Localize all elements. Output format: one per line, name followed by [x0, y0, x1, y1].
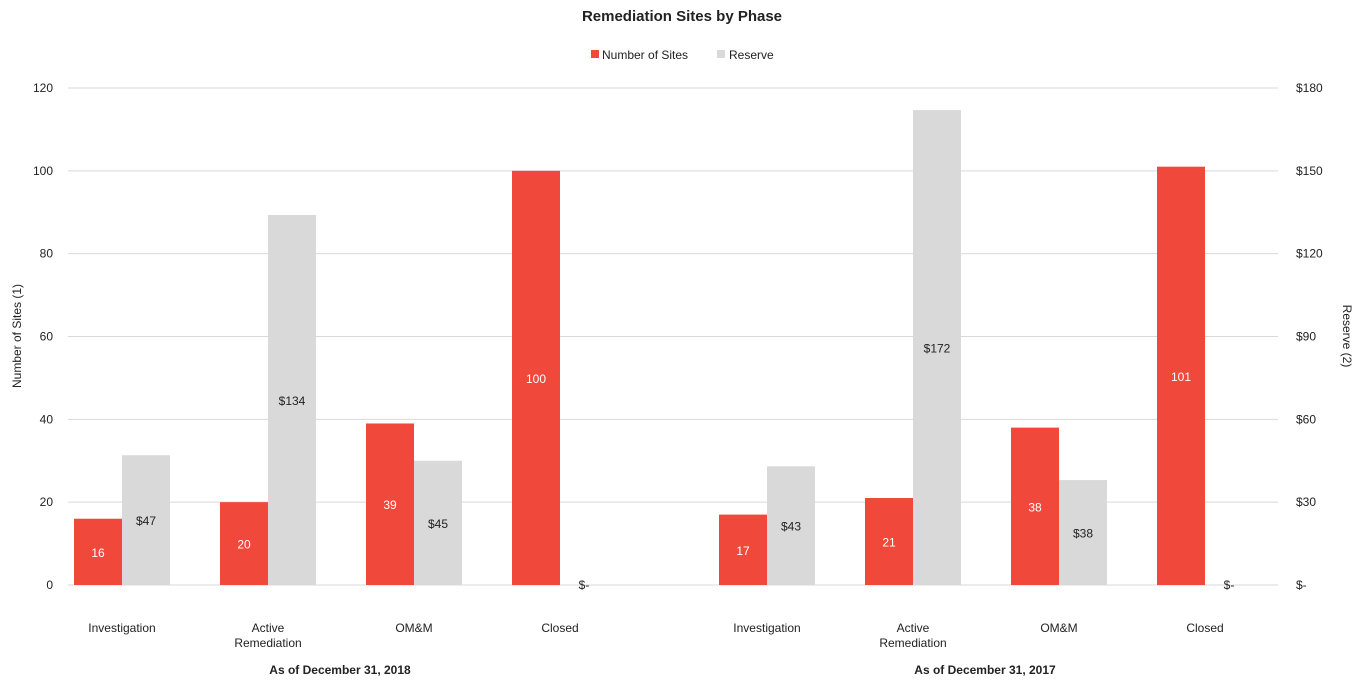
category-label-om-m: OM&M	[395, 621, 432, 635]
data-label-number-of-sites: 20	[237, 538, 251, 552]
data-label-reserve: $38	[1073, 527, 1093, 541]
data-label-number-of-sites: 39	[383, 498, 397, 512]
bar-number-of-sites-closed	[512, 170, 560, 586]
data-label-reserve: $134	[279, 394, 306, 408]
right-tick-label: $120	[1296, 247, 1323, 261]
category-labels: Investigation Active Remediation OM&M Closed…	[88, 621, 1223, 650]
left-axis-ticks: 0 20 40 60 80 100 120	[33, 81, 53, 592]
bar-reserve-active-remediation	[268, 215, 316, 585]
right-tick-label: $30	[1296, 495, 1316, 509]
bars	[74, 110, 1205, 586]
right-tick-label: $180	[1296, 81, 1323, 95]
group-label: As of December 31, 2017	[914, 663, 1056, 677]
left-tick-label: 60	[40, 330, 54, 344]
data-label-number-of-sites: 100	[526, 372, 546, 386]
bar-number-of-sites-om-m	[1011, 427, 1059, 585]
left-tick-label: 80	[40, 247, 54, 261]
legend-swatch-number-of-sites	[591, 50, 599, 58]
chart-title: Remediation Sites by Phase	[582, 8, 782, 25]
bar-number-of-sites-active-remediation	[865, 498, 913, 585]
left-tick-label: 40	[40, 412, 54, 426]
left-tick-label: 20	[40, 495, 54, 509]
bar-reserve-om-m	[414, 460, 462, 585]
data-label-number-of-sites: 17	[736, 544, 750, 558]
left-axis-label: Number of Sites (1)	[10, 284, 24, 388]
right-tick-label: $90	[1296, 330, 1316, 344]
bar-reserve-investigation	[122, 455, 170, 585]
data-label-number-of-sites: 101	[1171, 370, 1191, 384]
data-label-number-of-sites: 38	[1028, 500, 1042, 514]
bar-reserve-om-m	[1059, 480, 1107, 585]
bar-number-of-sites-om-m	[366, 423, 414, 585]
left-tick-label: 120	[33, 81, 53, 95]
category-label-om-m: OM&M	[1040, 621, 1077, 635]
right-tick-label: $-	[1296, 578, 1307, 592]
right-axis-label: Reserve (2)	[1340, 305, 1354, 368]
category-label-closed: Closed	[541, 621, 578, 635]
left-tick-label: 100	[33, 164, 53, 178]
bar-number-of-sites-closed	[1157, 166, 1205, 586]
legend-swatch-reserve	[717, 50, 725, 58]
category-label-active-remediation: Active Remediation	[234, 621, 301, 650]
right-tick-label: $150	[1296, 164, 1323, 178]
left-tick-label: 0	[46, 578, 53, 592]
bar-reserve-investigation	[767, 466, 815, 585]
data-label-reserve: $172	[924, 342, 951, 356]
data-label-number-of-sites: 21	[882, 536, 896, 550]
category-label-investigation: Investigation	[733, 621, 800, 635]
group-label: As of December 31, 2018	[269, 663, 411, 677]
data-label-reserve: $-	[1224, 578, 1235, 592]
right-axis-ticks: $- $30 $60 $90 $120 $150 $180	[1296, 81, 1323, 592]
legend-label-number-of-sites: Number of Sites	[602, 48, 688, 62]
bar-reserve-active-remediation	[913, 110, 961, 585]
bar-number-of-sites-investigation	[74, 518, 122, 585]
legend-label-reserve: Reserve	[729, 48, 774, 62]
data-labels: 16 $47 20 $134 39 $45 100 $- 17 $43 21 $172 38 $38 101…	[91, 342, 1234, 592]
category-label-active-remediation: Active Remediation	[879, 621, 946, 650]
bar-number-of-sites-investigation	[719, 514, 767, 585]
category-label-investigation: Investigation	[88, 621, 155, 635]
data-label-number-of-sites: 16	[91, 546, 105, 560]
data-label-reserve: $-	[579, 578, 590, 592]
legend: Number of Sites Reserve	[591, 48, 774, 62]
data-label-reserve: $45	[428, 517, 448, 531]
bar-number-of-sites-active-remediation	[220, 502, 268, 585]
data-label-reserve: $47	[136, 514, 156, 528]
group-labels: As of December 31, 2018 As of December 31…	[269, 663, 1056, 677]
right-tick-label: $60	[1296, 412, 1316, 426]
category-label-closed: Closed	[1186, 621, 1223, 635]
data-label-reserve: $43	[781, 520, 801, 534]
